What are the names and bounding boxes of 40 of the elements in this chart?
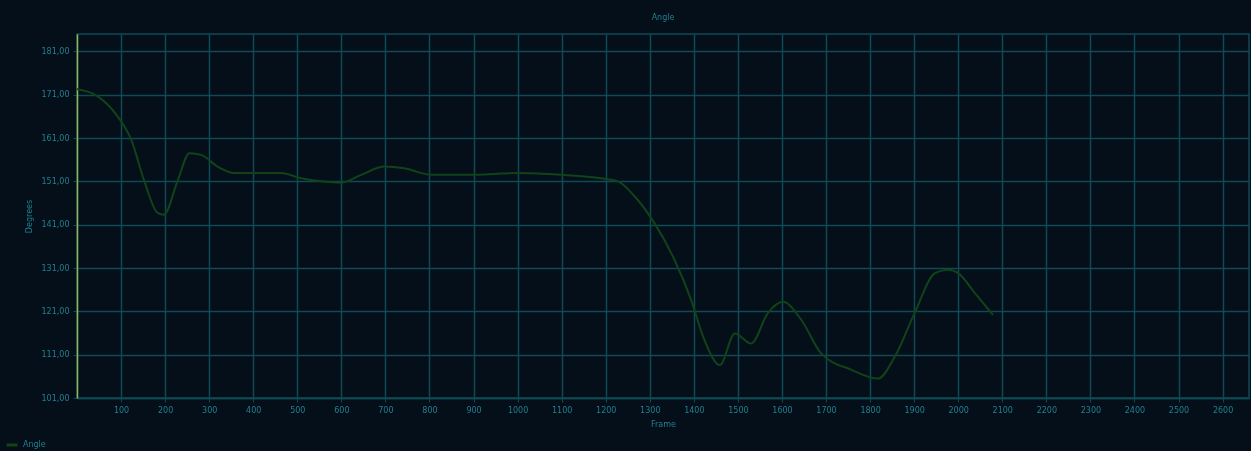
- x-tick-label: 2200: [1036, 405, 1057, 415]
- x-tick-label: 1600: [772, 405, 793, 415]
- y-tick-label: 121,00: [41, 306, 70, 316]
- x-tick-label: 500: [290, 405, 306, 415]
- x-tick-label: 1900: [904, 405, 925, 415]
- x-tick-label: 900: [466, 405, 482, 415]
- x-tick-label: 1300: [640, 405, 661, 415]
- x-tick-label: 700: [378, 405, 394, 415]
- x-tick-label: 1100: [551, 405, 573, 415]
- y-tick-label: 141,00: [41, 220, 70, 230]
- x-tick-label: 2600: [1212, 405, 1234, 415]
- x-tick-label: 2100: [992, 405, 1013, 415]
- y-tick-label: 111,00: [41, 350, 70, 360]
- y-axis-title: Degrees: [24, 199, 34, 234]
- legend-label: Angle: [23, 440, 46, 449]
- y-tick-label: 171,00: [41, 90, 70, 100]
- x-tick-label: 1500: [728, 405, 749, 415]
- y-tick-label: 131,00: [41, 263, 70, 273]
- x-tick-label: 400: [246, 405, 262, 415]
- x-tick-label: 2400: [1124, 405, 1146, 415]
- x-tick-label: 1800: [860, 405, 881, 415]
- y-tick-label: 151,00: [41, 176, 70, 186]
- x-tick-label: 2500: [1168, 405, 1190, 415]
- line-series: [76, 88, 995, 380]
- y-tick-label: 161,00: [41, 133, 70, 143]
- x-tick-label: 1000: [507, 405, 529, 415]
- x-tick-label: 1700: [816, 405, 837, 415]
- x-tick-label: 1200: [596, 405, 617, 415]
- x-tick-label: 100: [113, 405, 130, 415]
- chart-title: Angle: [651, 13, 675, 22]
- x-tick-label: 300: [202, 405, 218, 415]
- x-axis-title: Frame: [651, 419, 677, 429]
- x-tick-label: 200: [157, 405, 174, 415]
- x-tick-label: 1400: [684, 405, 705, 415]
- x-tick-label: 800: [422, 405, 438, 415]
- x-tick-label: 600: [334, 405, 350, 415]
- y-tick-label: 101,00: [41, 393, 70, 403]
- x-tick-label: 2000: [948, 405, 969, 415]
- y-tick-label: 181,00: [41, 46, 70, 56]
- x-tick-label: 2300: [1080, 405, 1102, 415]
